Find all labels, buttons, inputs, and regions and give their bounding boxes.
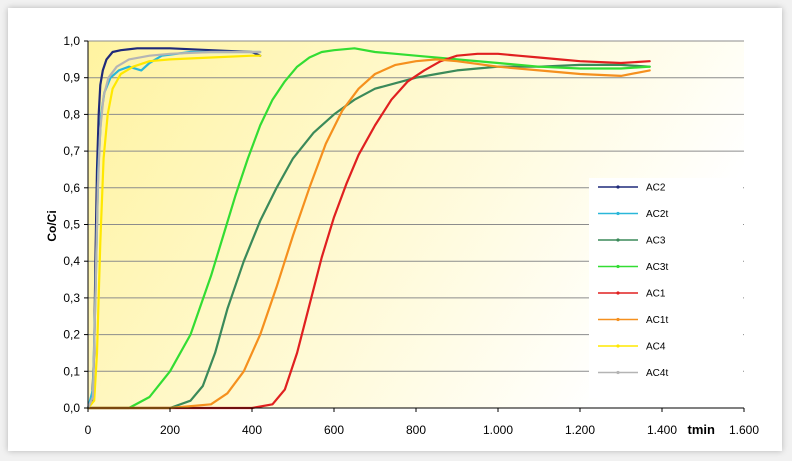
- series-line-ac3t: [86, 47, 651, 410]
- legend-label-ac4: AC4: [646, 342, 666, 353]
- y-tick-label: 0,0: [63, 401, 80, 415]
- legend-label-ac4t: AC4t: [646, 368, 668, 379]
- legend-label-ac3: AC3: [646, 236, 666, 247]
- legend-box: [589, 178, 743, 398]
- series-line-ac4t: [86, 50, 262, 410]
- legend-marker-ac2: [616, 185, 620, 189]
- series-layer: [86, 47, 651, 410]
- legend-marker-ac1t: [616, 317, 620, 322]
- legend-marker-ac3t: [616, 264, 620, 269]
- x-tick-label: 400: [242, 423, 262, 437]
- axes: [84, 40, 745, 412]
- legend-marker-ac2t: [616, 211, 620, 216]
- breakthrough-chart: 0,0 0,1 0,2 0,3 0,4 0,5 0,6 0,7 0,8 0,9 1,0 0 200 40…: [45, 34, 760, 437]
- legend-marker-ac4: [616, 344, 620, 348]
- x-tick-label: 1.600: [729, 423, 759, 437]
- y-tick-label: 0,7: [63, 144, 80, 158]
- y-tick-label: 0,6: [63, 181, 80, 195]
- series-line-ac1t: [86, 58, 651, 410]
- x-tick-label: 1.000: [483, 423, 513, 437]
- legend-marker-ac1: [616, 291, 620, 295]
- gridlines: [88, 40, 744, 372]
- legend-label-ac2: AC2: [646, 183, 666, 194]
- series-line-ac1: [86, 52, 651, 410]
- legend-label-ac1: AC1: [646, 289, 666, 300]
- chart-frame: 0,0 0,1 0,2 0,3 0,4 0,5 0,6 0,7 0,8 0,9 1,0 0 200 40…: [8, 8, 782, 451]
- x-axis-label: tmin: [688, 422, 716, 437]
- y-tick-label: 1,0: [63, 34, 80, 48]
- y-tick-label: 0,5: [63, 218, 80, 232]
- y-tick-label: 0,2: [63, 328, 80, 342]
- x-tick-label: 200: [160, 423, 180, 437]
- y-tick-label: 0,8: [63, 107, 80, 121]
- y-tick-label: 0,3: [63, 291, 80, 305]
- x-tick-label: 1.400: [647, 423, 677, 437]
- x-tick-label: 1.200: [565, 423, 595, 437]
- x-tick-label: 800: [406, 423, 426, 437]
- y-tick-label: 0,9: [63, 71, 80, 85]
- x-tick-label: 0: [85, 423, 92, 437]
- y-tick-label: 0,4: [63, 254, 80, 268]
- legend-marker-ac4t: [616, 370, 620, 375]
- x-tick-label: 600: [324, 423, 344, 437]
- legend-marker-ac3: [616, 238, 620, 242]
- series-line-ac4: [86, 54, 262, 410]
- legend-label-ac1t: AC1t: [646, 315, 668, 326]
- x-tick-labels: 0 200 400 600 800 1.000 1.200 1.400 1.600: [85, 423, 760, 437]
- y-axis-label: Co/Ci: [45, 210, 59, 241]
- y-tick-label: 0,1: [63, 364, 80, 378]
- legend-label-ac3t: AC3t: [646, 262, 668, 273]
- legend-label-ac2t: AC2t: [646, 209, 668, 220]
- y-tick-labels: 0,0 0,1 0,2 0,3 0,4 0,5 0,6 0,7 0,8 0,9 1,0: [63, 34, 80, 415]
- legend: AC2 AC2t AC3 AC3t AC1 AC1t AC4 AC4t: [589, 178, 743, 398]
